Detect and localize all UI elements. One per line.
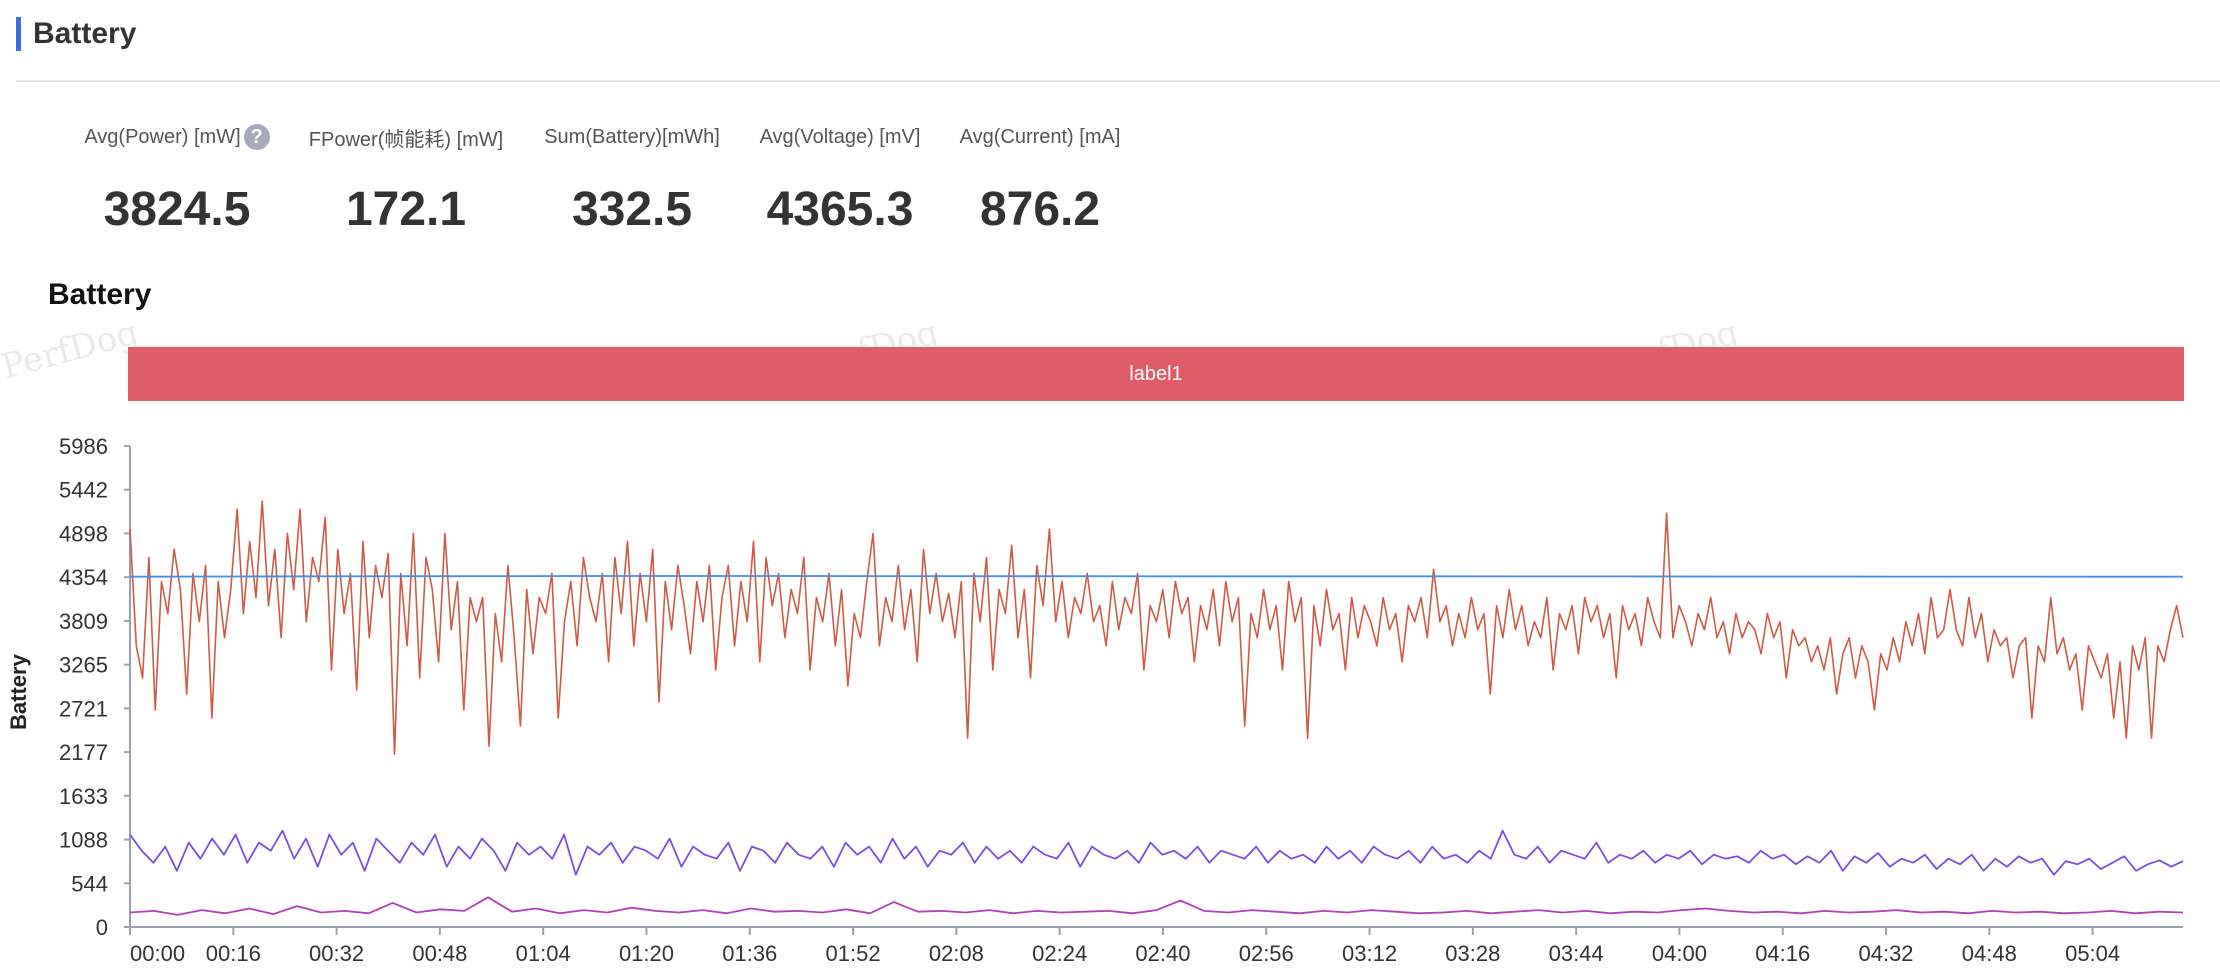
x-tick-label: 04:32	[1858, 941, 1913, 966]
section-header: Battery	[16, 14, 136, 54]
x-tick-label: 02:08	[929, 941, 984, 966]
section-accent-bar	[16, 17, 21, 51]
metric-avg-current: Avg(Current) [mA] 876.2	[920, 122, 1160, 237]
metric-label: Avg(Voltage) [mV]	[759, 125, 921, 148]
y-tick-label: 1633	[59, 784, 108, 809]
x-tick-label: 02:56	[1239, 941, 1294, 966]
y-tick-label: 2177	[59, 740, 108, 765]
metric-label: Sum(Battery)[mWh]	[544, 125, 720, 148]
metric-avg-power: Avg(Power) [mW] ? 3824.5	[57, 122, 297, 237]
x-tick-label: 04:00	[1652, 941, 1707, 966]
y-tick-label: 2721	[59, 696, 108, 721]
metric-avg-voltage: Avg(Voltage) [mV] 4365.3	[720, 122, 960, 237]
y-tick-label: 5986	[59, 434, 108, 459]
y-tick-label: 4354	[59, 565, 108, 590]
x-tick-label: 00:32	[309, 941, 364, 966]
series-line	[129, 829, 2184, 876]
metric-label: Avg(Power) [mW] ?	[57, 122, 297, 152]
y-tick-label: 544	[71, 871, 108, 896]
y-tick-label: 0	[96, 915, 108, 940]
x-tick-label: 03:28	[1445, 941, 1500, 966]
x-tick-label: 03:12	[1342, 941, 1397, 966]
metric-label: FPower(帧能耗) [mW]	[308, 128, 504, 151]
metric-label: Avg(Current) [mA]	[959, 125, 1121, 148]
series-line	[129, 896, 2184, 916]
metric-value: 332.5	[571, 183, 693, 236]
metric-value: 876.2	[979, 183, 1101, 236]
x-tick-label: 00:48	[412, 941, 467, 966]
chart-title: Battery	[48, 278, 152, 311]
y-tick-label: 5442	[59, 478, 108, 503]
series-line	[129, 575, 2183, 578]
metric-value: 172.1	[345, 183, 467, 236]
y-tick-label: 3265	[59, 653, 108, 678]
x-tick-label: 02:40	[1135, 941, 1190, 966]
metric-fpower: FPower(帧能耗) [mW] 172.1	[286, 122, 526, 237]
series-line	[129, 500, 2184, 756]
label-band[interactable]: label1	[128, 347, 2184, 401]
x-tick-label: 02:24	[1032, 941, 1087, 966]
question-circle-icon[interactable]: ?	[243, 124, 270, 150]
metric-value: 3824.5	[103, 183, 251, 236]
metric-sum-battery: Sum(Battery)[mWh] 332.5	[512, 122, 752, 237]
x-tick-label: 04:16	[1755, 941, 1810, 966]
x-tick-label: 01:52	[826, 941, 881, 966]
header-divider	[16, 80, 2220, 82]
y-tick-label: 4898	[59, 521, 108, 546]
y-tick-label: 3809	[59, 609, 108, 634]
label-band-text: label1	[1129, 362, 1183, 385]
x-tick-label: 01:36	[722, 941, 777, 966]
x-tick-label: 05:04	[2065, 941, 2120, 966]
y-tick-label: 1088	[59, 828, 108, 853]
section-title: Battery	[33, 17, 137, 50]
x-tick-label: 01:20	[619, 941, 674, 966]
x-tick-label: 00:16	[206, 941, 261, 966]
x-tick-label: 04:48	[1962, 941, 2017, 966]
x-tick-label: 00:00	[130, 941, 185, 966]
x-tick-label: 01:04	[516, 941, 571, 966]
metric-value: 4365.3	[766, 183, 914, 236]
x-tick-label: 03:44	[1549, 941, 1604, 966]
